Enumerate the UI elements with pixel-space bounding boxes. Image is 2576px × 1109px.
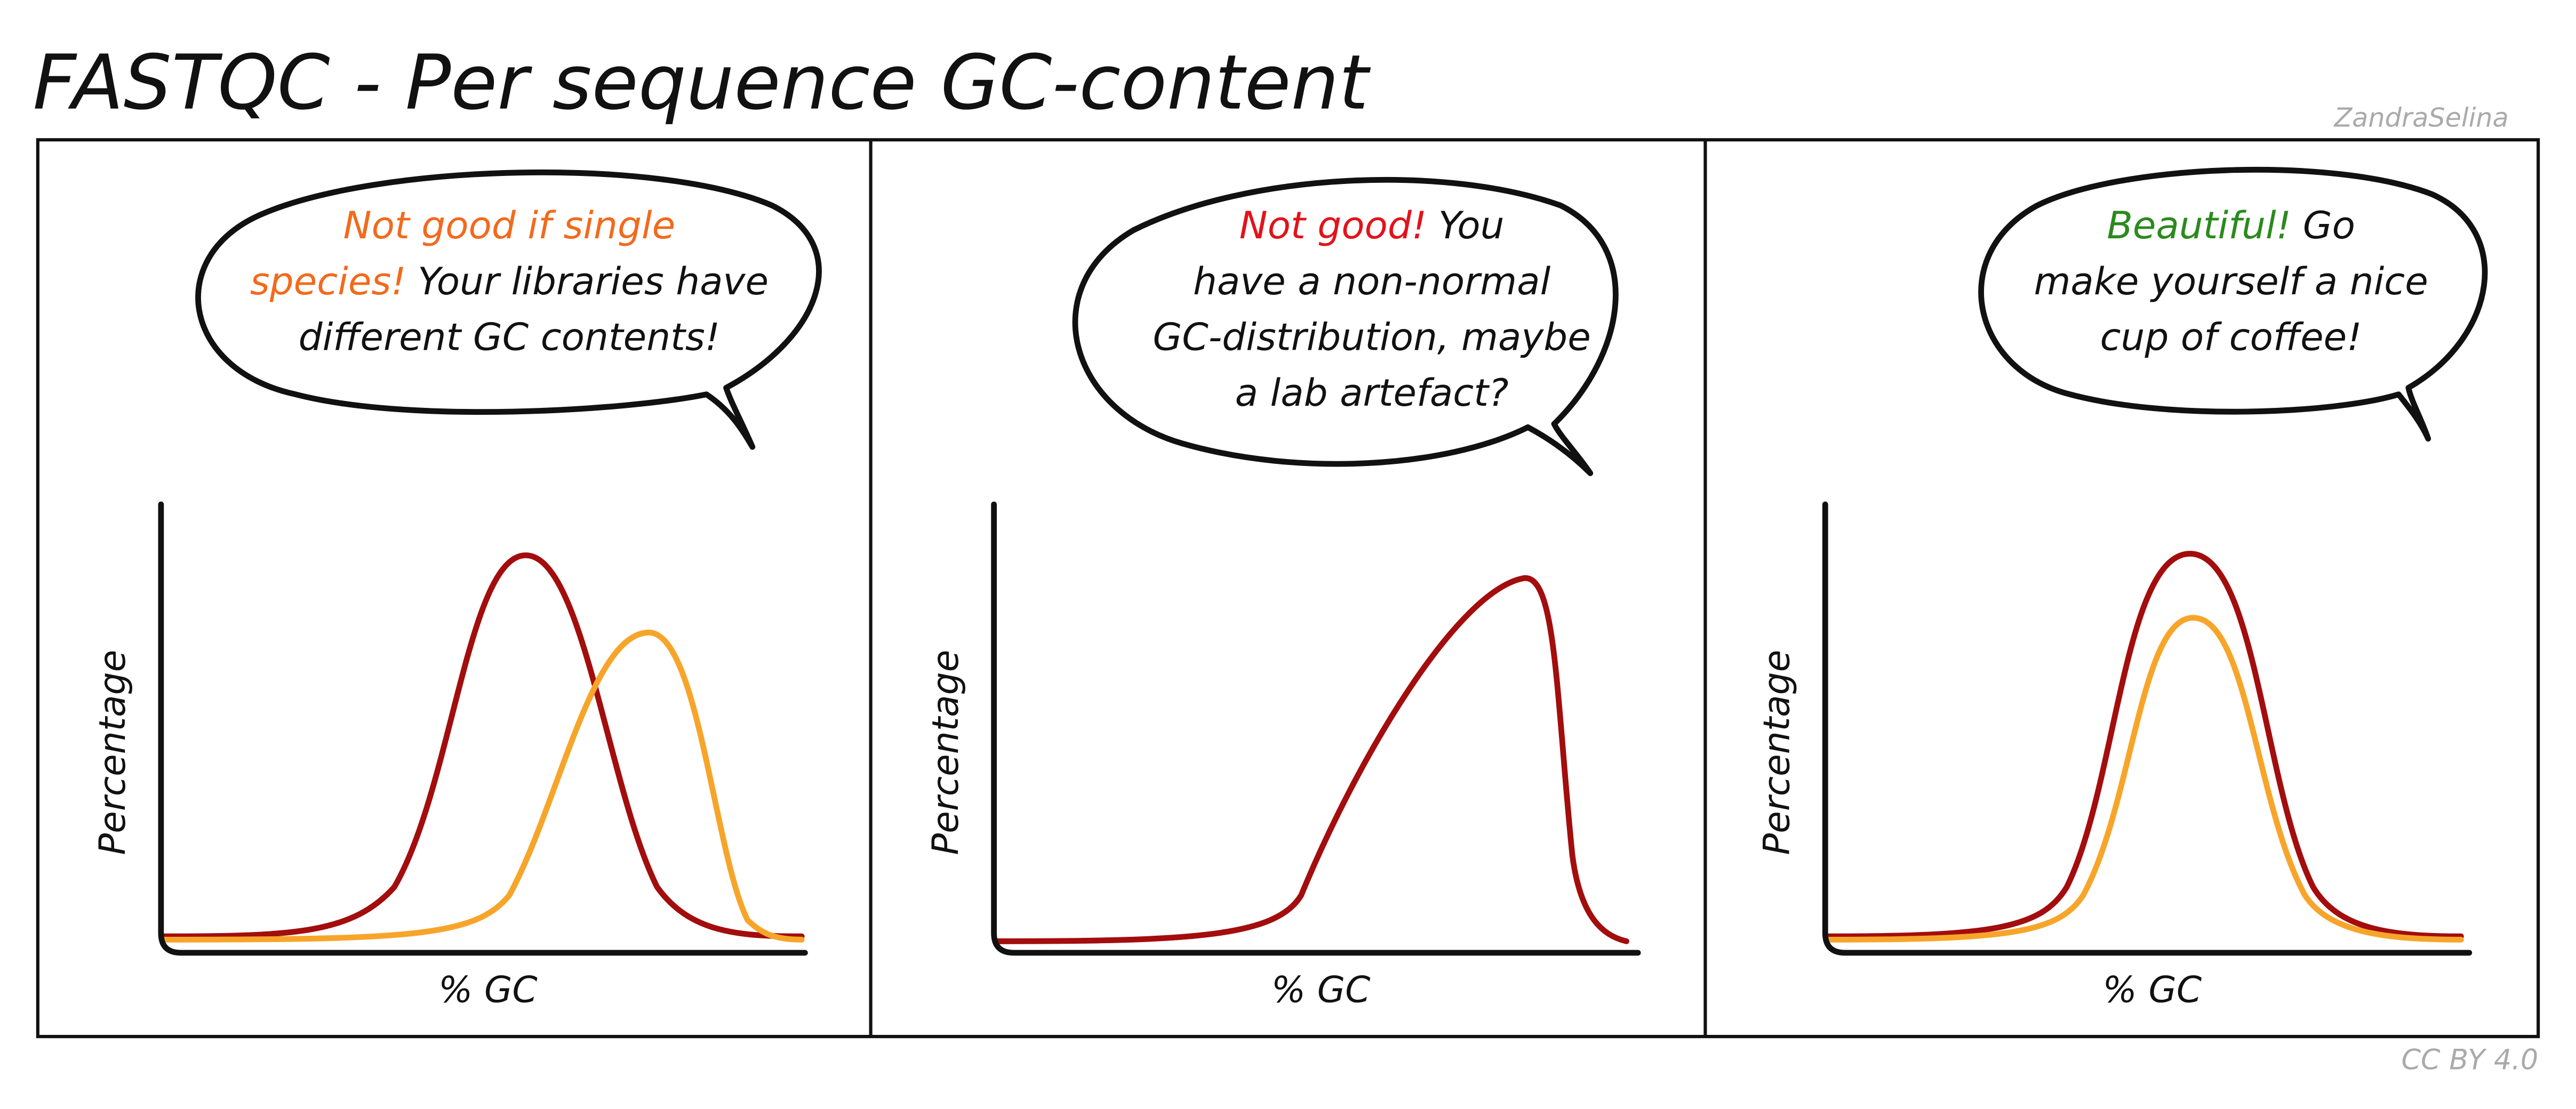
panel-frame [36, 138, 2540, 1039]
speech-line: different GC contents! [299, 315, 721, 359]
speech-bubble [195, 169, 822, 450]
speech-segment: Go [2303, 203, 2355, 247]
x-axis-label: % GC [1271, 968, 1371, 1010]
axes [1822, 501, 2473, 956]
speech-segment: make yourself a nice [2034, 259, 2428, 303]
speech-segment: You [1438, 203, 1505, 247]
gc-curve [161, 552, 805, 939]
panel: Not good! You have a non-normal GC-distribu… [924, 176, 1641, 1010]
speech-segment: GC-distribution, maybe [1153, 315, 1590, 359]
panel: Beautiful! Go make yourself a nice cup of c… [1756, 166, 2488, 1010]
plot: Percentage % GC [924, 501, 1641, 1010]
plot: Percentage % GC [1756, 501, 2473, 1010]
speech-line: have a non-normal [1193, 259, 1551, 303]
speech-segment: Beautiful! [2107, 203, 2291, 247]
speech-segment: different GC contents! [299, 315, 721, 359]
speech-line: Beautiful! Go [2107, 203, 2355, 247]
x-axis-label: % GC [438, 968, 538, 1010]
speech-line: cup of coffee! [2100, 315, 2362, 359]
panel: Not good if single species! Your libraries… [91, 169, 822, 1010]
plot: Percentage % GC [91, 501, 808, 1010]
gc-curve [1826, 615, 2464, 943]
speech-segment: species! [250, 259, 406, 303]
x-axis-label: % GC [2102, 968, 2202, 1010]
speech-segment: cup of coffee! [2100, 315, 2362, 359]
gc-curve [161, 629, 805, 943]
speech-segment: Your libraries have [418, 259, 769, 303]
gc-curve [994, 575, 1629, 944]
speech-segment: have a non-normal [1193, 259, 1551, 303]
gc-curve [1826, 551, 2464, 939]
speech-segment: a lab artefact? [1235, 371, 1509, 415]
license: CC BY 4.0 [2401, 1044, 2538, 1076]
credit: ZandraSelina [2333, 102, 2508, 133]
speech-segment: Not good if single [343, 203, 676, 247]
speech-line: a lab artefact? [1235, 371, 1509, 415]
speech-line: make yourself a nice [2034, 259, 2428, 303]
y-axis-label: Percentage [1756, 650, 1798, 855]
speech-bubble [1072, 176, 1619, 476]
panels: Not good if single species! Your libraries… [91, 166, 2488, 1010]
axes [158, 501, 808, 956]
speech-line: GC-distribution, maybe [1153, 315, 1590, 359]
speech-line: Not good! You [1239, 203, 1505, 247]
y-axis-label: Percentage [924, 650, 966, 855]
speech-segment: Not good! [1239, 203, 1427, 247]
speech-bubble [1978, 166, 2488, 442]
y-axis-label: Percentage [91, 650, 133, 855]
speech-line: Not good if single [343, 203, 676, 247]
title: FASTQC - Per sequence GC-content [33, 39, 1371, 127]
axes [991, 501, 1641, 956]
speech-line: species! Your libraries have [250, 259, 769, 303]
